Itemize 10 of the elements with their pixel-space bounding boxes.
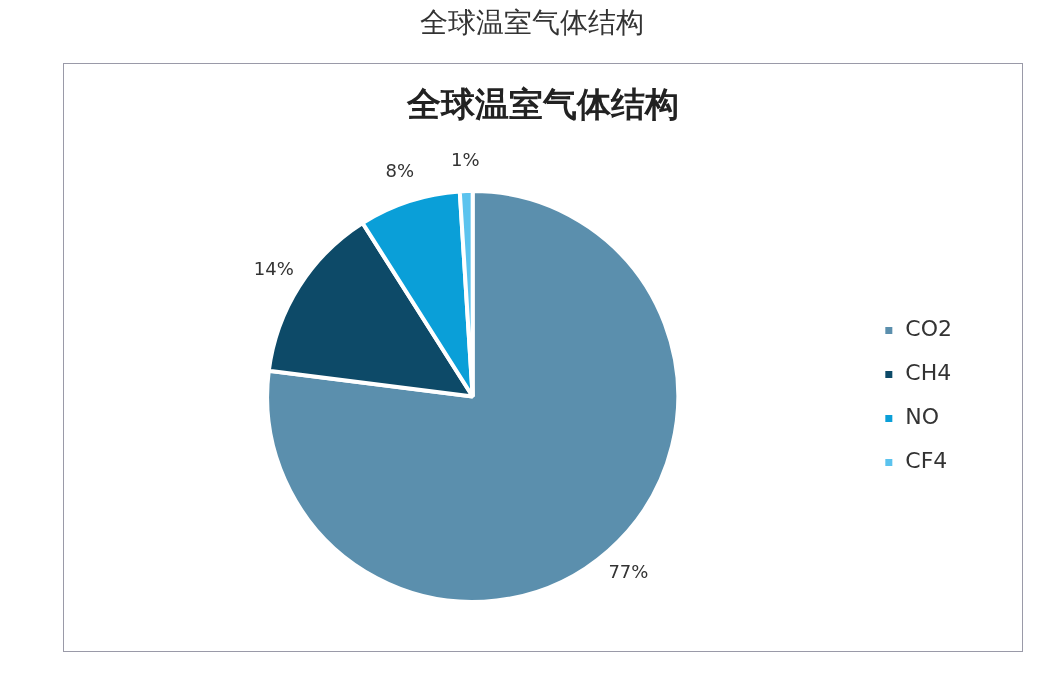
- chart-subtitle: 全球温室气体结构: [406, 83, 680, 126]
- legend-label: NO: [905, 404, 940, 430]
- legend-label: CF4: [905, 448, 948, 474]
- data-label: 77%: [608, 560, 649, 582]
- data-label: 14%: [253, 257, 294, 279]
- chart-title: 全球温室气体结构: [419, 5, 645, 41]
- legend-label: CO2: [905, 316, 953, 342]
- data-label: 1%: [450, 148, 480, 170]
- legend-label: CH4: [905, 360, 952, 386]
- data-label: 8%: [385, 160, 415, 182]
